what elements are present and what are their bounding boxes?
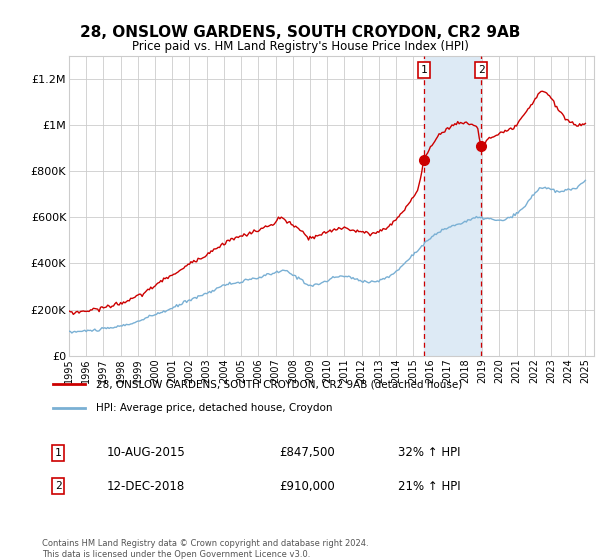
Text: HPI: Average price, detached house, Croydon: HPI: Average price, detached house, Croy… (96, 403, 332, 413)
Text: £847,500: £847,500 (280, 446, 335, 459)
Text: 12-DEC-2018: 12-DEC-2018 (107, 479, 185, 493)
Text: 32% ↑ HPI: 32% ↑ HPI (398, 446, 461, 459)
Text: 1: 1 (55, 448, 62, 458)
Text: 28, ONSLOW GARDENS, SOUTH CROYDON, CR2 9AB (detached house): 28, ONSLOW GARDENS, SOUTH CROYDON, CR2 9… (96, 380, 462, 390)
Text: This data is licensed under the Open Government Licence v3.0.: This data is licensed under the Open Gov… (42, 550, 310, 559)
Text: Price paid vs. HM Land Registry's House Price Index (HPI): Price paid vs. HM Land Registry's House … (131, 40, 469, 53)
Text: £910,000: £910,000 (280, 479, 335, 493)
Text: 2: 2 (478, 65, 485, 75)
Bar (424, 56, 481, 356)
Text: 1: 1 (421, 65, 427, 75)
Text: 10-AUG-2015: 10-AUG-2015 (107, 446, 185, 459)
Text: 21% ↑ HPI: 21% ↑ HPI (398, 479, 461, 493)
Text: 2: 2 (55, 481, 62, 491)
Text: 28, ONSLOW GARDENS, SOUTH CROYDON, CR2 9AB: 28, ONSLOW GARDENS, SOUTH CROYDON, CR2 9… (80, 25, 520, 40)
Text: Contains HM Land Registry data © Crown copyright and database right 2024.: Contains HM Land Registry data © Crown c… (42, 539, 368, 548)
